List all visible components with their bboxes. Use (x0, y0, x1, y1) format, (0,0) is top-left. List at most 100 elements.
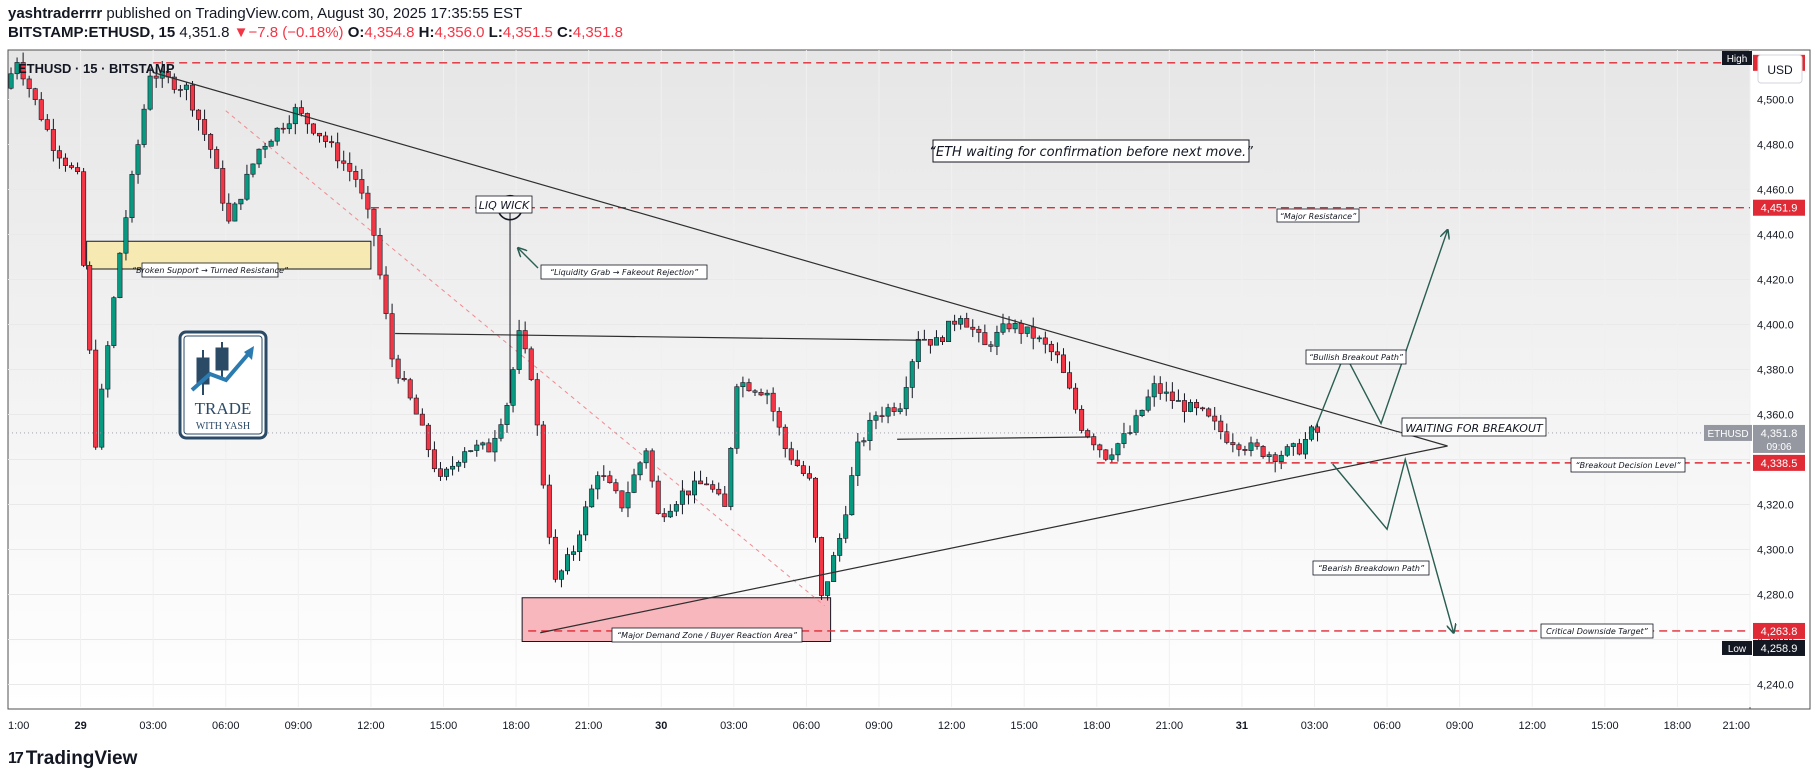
candle (1097, 443, 1103, 458)
x-tick-label: 09:00 (865, 720, 893, 732)
candle (776, 407, 782, 436)
bullish-path-label: “Bullish Breakout Path” (1305, 349, 1407, 365)
y-tick-label: 4,360.0 (1757, 410, 1794, 422)
candle (1200, 406, 1206, 412)
bearish-path-label: “Bearish Breakdown Path” (1312, 560, 1430, 576)
candle (704, 476, 710, 486)
candle (873, 411, 879, 430)
candle (879, 406, 885, 423)
candle (577, 530, 583, 562)
high-value: 4,356.0 (434, 24, 485, 41)
candle (1157, 376, 1163, 400)
candle (1260, 445, 1266, 459)
candle (1103, 449, 1109, 462)
candle (601, 465, 607, 481)
headline-annotation: “ETH waiting for confirmation before nex… (929, 139, 1253, 163)
symbol-label: BITSTAMP:ETHUSD, 15 (8, 24, 176, 41)
candle (171, 73, 177, 94)
candle (353, 165, 359, 188)
candle (1188, 399, 1194, 413)
candle (105, 341, 111, 398)
candle (625, 481, 631, 518)
candle (921, 329, 927, 341)
candle (770, 387, 776, 422)
trade-with-yash-logo: TRADE WITH YASH (178, 330, 268, 440)
bearish-path-arrow (1332, 456, 1454, 633)
candle (1302, 432, 1308, 459)
candle (1218, 415, 1224, 440)
candle (673, 500, 679, 517)
y-tick-label: 4,480.0 (1757, 140, 1794, 152)
candle (32, 87, 38, 106)
tradingview-footer[interactable]: 17 TradingView (8, 748, 137, 770)
candle (927, 339, 933, 354)
broken-support-label: “Broken Support → Turned Resistance” (132, 262, 289, 278)
candle (528, 346, 534, 382)
candle (1194, 399, 1200, 416)
candle (1109, 448, 1115, 464)
demand-zone-label: “Major Demand Zone / Buyer Reaction Area… (611, 627, 803, 643)
candle (1060, 348, 1066, 374)
logo-line1: TRADE (195, 399, 252, 418)
close-value: 4,351.8 (572, 24, 623, 41)
down-arrow-icon: ▼ (233, 24, 249, 41)
candle (437, 461, 443, 481)
candle (855, 432, 861, 487)
candle (607, 470, 613, 484)
author-name[interactable]: yashtraderrrr (8, 5, 103, 22)
candle (891, 402, 897, 416)
candle (976, 325, 982, 343)
candle (794, 450, 800, 467)
publish-header: yashtraderrrr published on TradingView.c… (8, 4, 623, 42)
candle (87, 261, 93, 355)
headline-text: “ETH waiting for confirmation before nex… (929, 145, 1253, 160)
x-tick-label: 03:00 (1301, 720, 1329, 732)
currency-button[interactable]: USD (1757, 54, 1803, 84)
bullish-path-arrow (1313, 230, 1448, 431)
currency-label: USD (1767, 63, 1793, 77)
candle (504, 402, 510, 433)
candle (722, 485, 728, 507)
candle (298, 100, 304, 117)
svg-text:“Broken Support → Turned Resis: “Broken Support → Turned Resistance” (132, 266, 289, 275)
candle (516, 319, 522, 374)
candle (1266, 451, 1272, 464)
x-tick-label: 18:00 (1083, 720, 1111, 732)
candle (20, 52, 26, 86)
candle (208, 132, 214, 159)
low-value: 4,351.5 (502, 24, 553, 41)
candle (75, 162, 81, 175)
candle (413, 394, 419, 415)
candle (595, 471, 601, 500)
candle (317, 132, 323, 143)
y-tick-label: 4,400.0 (1757, 320, 1794, 332)
low-label: L: (488, 24, 503, 41)
candle (81, 167, 87, 268)
candle (359, 169, 365, 200)
candle (292, 103, 298, 135)
candle (661, 508, 667, 523)
published-text: published on TradingView.com, August 30,… (106, 5, 523, 22)
candle (692, 471, 698, 504)
candle (643, 448, 649, 469)
change-text: −7.8 (−0.18%) (248, 24, 344, 41)
candle (1121, 422, 1127, 449)
svg-text:“Bearish Breakdown Path”: “Bearish Breakdown Path” (1318, 564, 1425, 573)
candle (685, 490, 691, 505)
candle (631, 468, 637, 494)
candle (456, 460, 462, 472)
candle (304, 112, 310, 134)
candle (933, 330, 939, 346)
range-top-line (395, 332, 922, 341)
candle (825, 581, 831, 601)
candle (347, 152, 353, 182)
x-tick-label: 09:00 (1446, 720, 1474, 732)
x-tick-label: 15:00 (1591, 720, 1619, 732)
candle (831, 551, 837, 582)
time-axis[interactable]: 1:00 29 03:00 06:00 09:00 12:00 15:00 18:00 21:0… (8, 720, 1750, 732)
candle (964, 312, 970, 328)
candle (329, 135, 335, 148)
candle (788, 441, 794, 465)
candle (667, 504, 673, 518)
